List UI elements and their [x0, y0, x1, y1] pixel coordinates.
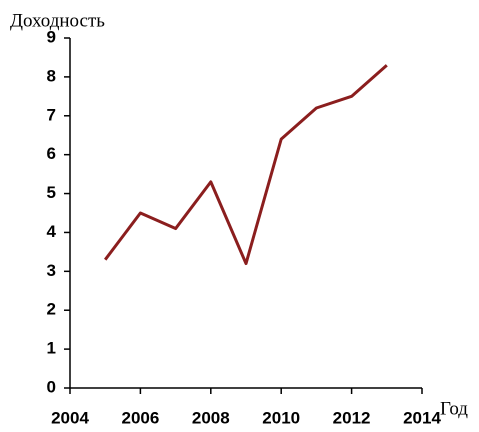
x-tick-label: 2014	[403, 408, 441, 427]
data-line	[104, 64, 388, 266]
y-tick-label: 2	[47, 300, 56, 319]
y-tick-label: 4	[47, 222, 57, 241]
y-axis-label: Доходность	[10, 10, 105, 31]
x-tick-label: 2008	[192, 408, 230, 427]
y-tick-label: 5	[47, 183, 56, 202]
y-tick-label: 8	[47, 66, 56, 85]
x-tick-label: 2012	[333, 408, 371, 427]
y-tick-label: 6	[47, 144, 56, 163]
y-tick-label: 7	[47, 105, 56, 124]
x-tick-label: 2004	[51, 408, 89, 427]
y-tick-label: 3	[47, 261, 56, 280]
x-tick-label: 2006	[121, 408, 159, 427]
y-tick-label: 1	[47, 339, 56, 358]
x-tick-label: 2010	[262, 408, 300, 427]
x-axis-label: Год	[440, 398, 468, 419]
y-tick-label: 0	[47, 377, 56, 396]
y-tick-label: 9	[47, 27, 56, 46]
